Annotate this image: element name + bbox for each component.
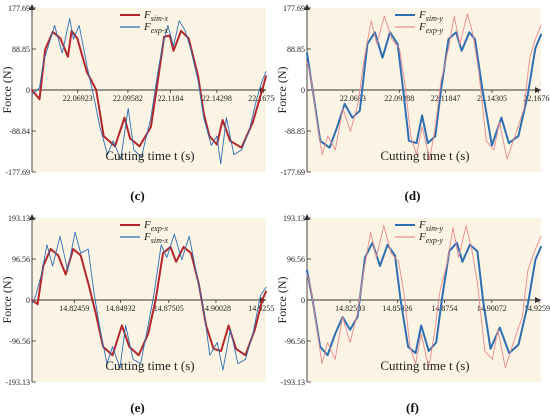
chart-c: 177.69 88.85 0 -88.84 -177.69 22.06923 22.0958… <box>0 4 275 177</box>
x-tick-label: 22.06923 <box>63 94 93 103</box>
legend-label: Fexp-x <box>143 219 169 233</box>
x-axis-arrow <box>535 87 541 93</box>
y-tick-label: 0 <box>26 296 30 305</box>
x-tick-label: 22.1184 <box>158 94 184 103</box>
x-tick-label: 22.14298 <box>202 94 232 103</box>
x-tick-label: 14.90072 <box>477 304 507 313</box>
x-tick-label: 14.85026 <box>382 304 412 313</box>
panel-c: 177.69 88.85 0 -88.84 -177.69 22.06923 22.0958… <box>0 0 275 210</box>
y-tick-label: -96.56 <box>284 337 305 346</box>
y-axis-label: Force (N) <box>0 67 14 114</box>
y-tick-label: 0 <box>26 86 30 95</box>
x-axis-label: Cutting time t (s) <box>380 148 469 163</box>
y-axis-label: Force (N) <box>0 277 14 324</box>
y-tick-label: 177.69 <box>283 4 305 13</box>
y-tick-label: 96.56 <box>12 255 30 264</box>
y-tick-label: 193.13 <box>283 214 305 223</box>
x-axis-label: Cutting time t (s) <box>380 358 469 373</box>
y-tick-label: 88.85 <box>12 45 30 54</box>
chart-f: 193.13 96.56 0 -96.56 -193.13 14.82503 14.8502… <box>275 214 550 387</box>
series-line-Fsim-x <box>31 29 267 149</box>
legend-label: Fsim-y <box>418 9 444 23</box>
series-line-Fexp-y <box>306 225 542 369</box>
x-axis-arrow <box>535 297 541 303</box>
y-axis-label: Force (N) <box>275 277 289 324</box>
x-tick-label: 22.09388 <box>384 94 414 103</box>
x-axis-label: Cutting time t (s) <box>105 358 194 373</box>
panel-e: 193.13 96.56 0 -96.56 -193.13 14.82459 14.8493… <box>0 210 275 420</box>
y-tick-label: -177.69 <box>280 168 305 177</box>
x-tick-label: 14.8754 <box>431 304 457 313</box>
legend-label: Fexp-y <box>418 231 444 245</box>
x-tick-label: 14.82503 <box>335 304 365 313</box>
legend-label: Fsim-x <box>143 231 169 245</box>
y-tick-label: 0 <box>301 86 305 95</box>
y-tick-label: 193.13 <box>8 214 30 223</box>
x-tick-label: 14.92551 <box>248 304 275 313</box>
y-axis-arrow <box>304 4 310 10</box>
legend-label: Fexp-x <box>143 21 169 35</box>
x-axis-label: Cutting time t (s) <box>105 148 194 163</box>
chart-d: 177.69 88.85 0 -88.85 -177.69 22.0693 22.09388… <box>275 4 550 177</box>
panel-label-e: (e) <box>130 400 145 415</box>
x-tick-label: 22.09582 <box>113 94 143 103</box>
chart-e: 193.13 96.56 0 -96.56 -193.13 14.82459 14.8493… <box>0 214 275 387</box>
x-tick-label: 14.87505 <box>154 304 184 313</box>
series-line-Fexp-x <box>31 18 267 165</box>
y-tick-label: -88.84 <box>9 127 30 136</box>
y-tick-label: 177.69 <box>8 4 30 13</box>
x-tick-label: 22.16763 <box>523 94 550 103</box>
x-tick-label: 22.0693 <box>340 94 366 103</box>
series-line-Fsim-x <box>31 231 267 371</box>
x-tick-label: 14.82459 <box>59 304 89 313</box>
y-axis-arrow <box>29 4 35 10</box>
legend-label: Fsim-y <box>418 219 444 233</box>
y-tick-label: 88.85 <box>287 45 305 54</box>
y-tick-label: -177.69 <box>5 168 30 177</box>
y-axis-arrow <box>29 214 35 220</box>
x-tick-label: 14.84932 <box>106 304 136 313</box>
legend-label: Fexp-y <box>418 21 444 35</box>
x-tick-label: 22.16756 <box>248 94 275 103</box>
series-line-Fexp-y <box>306 13 542 160</box>
x-tick-label: 22.14305 <box>477 94 507 103</box>
y-tick-label: 96.56 <box>287 255 305 264</box>
y-tick-label: -88.85 <box>284 127 305 136</box>
panel-f: 193.13 96.56 0 -96.56 -193.13 14.82503 14.8502… <box>275 210 550 420</box>
panel-label-c: (c) <box>130 188 145 203</box>
y-tick-label: -193.13 <box>5 378 30 387</box>
series-line-Fexp-x <box>31 245 267 357</box>
x-tick-label: 14.90028 <box>201 304 231 313</box>
x-tick-label: 22.11847 <box>431 94 461 103</box>
panel-label-d: (d) <box>404 188 421 203</box>
y-tick-label: -96.56 <box>9 337 30 346</box>
y-tick-label: 0 <box>301 296 305 305</box>
panel-label-f: (f) <box>406 400 419 415</box>
y-tick-label: -193.13 <box>280 378 305 387</box>
legend-label: Fsim-x <box>143 9 169 23</box>
y-axis-label: Force (N) <box>275 67 289 114</box>
y-axis-arrow <box>304 214 310 220</box>
x-tick-label: 14.92595 <box>524 304 550 313</box>
panel-d: 177.69 88.85 0 -88.85 -177.69 22.0693 22.09388… <box>275 0 550 210</box>
